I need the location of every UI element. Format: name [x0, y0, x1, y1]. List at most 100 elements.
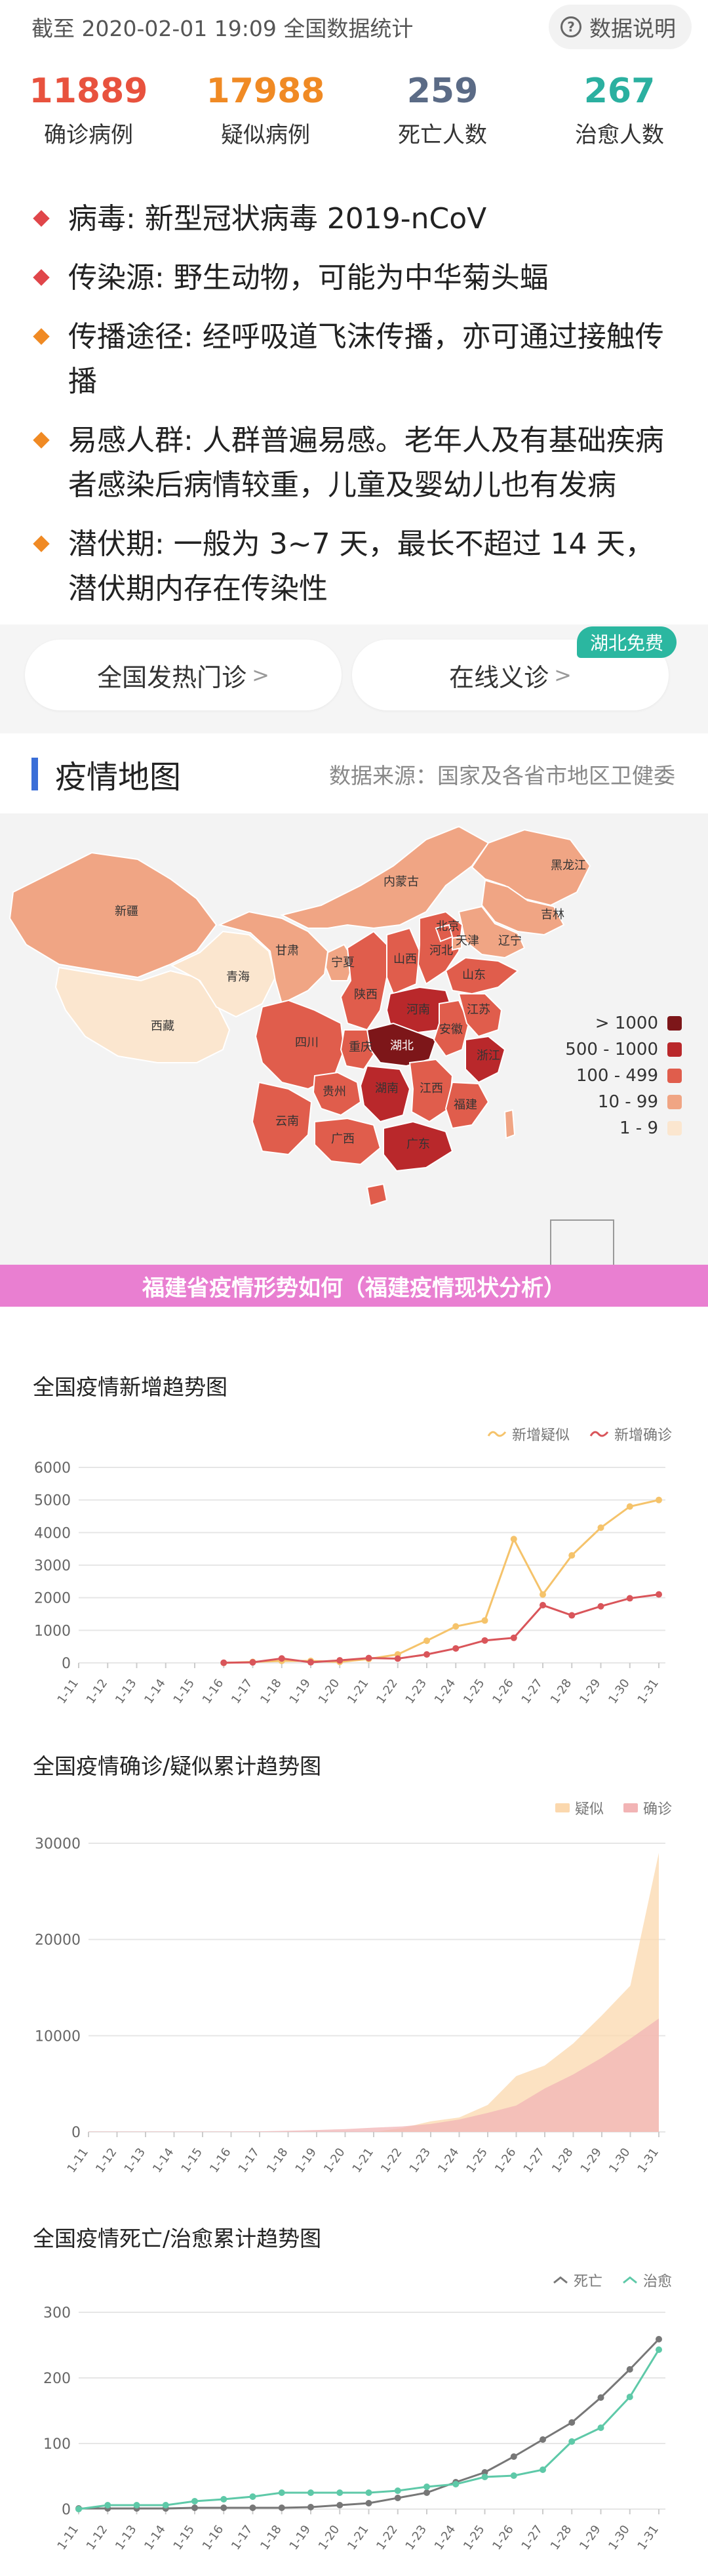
map-header: 疫情地图 数据来源：国家及各省市地区卫健委 [0, 735, 708, 813]
legend-item-level-1: 500 - 1000 [565, 1040, 682, 1059]
x-tick-label: 1-31 [635, 1677, 661, 1707]
province-hainan [366, 1183, 388, 1207]
province-guizhou [312, 1071, 362, 1116]
data-point [307, 2504, 314, 2510]
chart-title: 全国疫情新增趋势图 [33, 1374, 227, 1400]
as-of-timestamp: 截至 2020-02-01 19:09 全国数据统计 [31, 16, 414, 41]
data-point [220, 1659, 227, 1666]
legend-label: 死亡 [573, 2274, 602, 2290]
data-description-label: 数据说明 [589, 16, 676, 41]
label-hunan: 湖南 [375, 1082, 399, 1095]
x-tick-label: 1-18 [264, 2146, 291, 2176]
info-text: 易感人群: 人群普遍易感。老年人及有基础疾病者感染后病情较重，儿童及婴幼儿也有发… [68, 424, 664, 502]
data-point [249, 1659, 256, 1666]
chart-cumulative-deaths-cured: 全国疫情死亡/治愈累计趋势图 死亡 治愈 0 100 200 300 1-11 1-12 1… [0, 2204, 708, 2576]
data-point [626, 1595, 633, 1602]
data-point [540, 1591, 546, 1598]
legend-swatch [667, 1042, 682, 1057]
data-point [568, 2419, 576, 2426]
province-shandong [444, 956, 519, 995]
x-tick-label: 1-17 [229, 1677, 256, 1707]
data-point [423, 1651, 430, 1658]
data-point [481, 1617, 488, 1624]
label-shaanxi: 陕西 [354, 988, 378, 1002]
data-point [191, 2498, 198, 2504]
chart-svg: 0 10000 20000 30000 1-11 1-12 1-13 1-14 1-15 1-16… [35, 1836, 665, 2176]
info-text: 潜伏期: 一般为 3~7 天，最长不超过 14 天，潜伏期内存在传染性 [68, 527, 654, 605]
fever-clinic-button[interactable]: 全国发热门诊 > [25, 640, 342, 710]
x-tick-label: 1-25 [461, 1677, 488, 1707]
x-tick-label: 1-24 [435, 2146, 462, 2176]
data-description-button[interactable]: ? 数据说明 [549, 5, 692, 49]
data-point [540, 1602, 546, 1609]
x-tick-label: 1-11 [54, 2523, 81, 2553]
province-gansu [217, 910, 329, 1005]
info-item-incubation: 潜伏期: 一般为 3~7 天，最长不超过 14 天，潜伏期内存在传染性 [31, 522, 669, 611]
diamond-bullet-icon [33, 432, 50, 449]
y-tick-label: 0 [62, 1656, 71, 1672]
data-point [278, 1655, 285, 1662]
top-bar: 截至 2020-02-01 19:09 全国数据统计 ? 数据说明 [0, 0, 708, 54]
province-tianjin [452, 935, 462, 951]
x-tick-label: 1-12 [84, 2523, 111, 2553]
data-point [423, 2484, 430, 2490]
epidemic-map[interactable]: 新疆 西藏 青海 甘肃 内蒙古 黑龙江 吉林 辽宁 宁夏 陕西 山西 河北 北京… [0, 813, 708, 1273]
diamond-bullet-icon [33, 210, 50, 227]
data-point [656, 1496, 662, 1503]
wave-legend-icon [487, 1431, 507, 1437]
x-tick-label: 1-26 [490, 2523, 517, 2553]
data-point [540, 2466, 546, 2473]
legend-new-suspected: 新增疑似 [487, 1423, 570, 1444]
data-point [307, 1659, 314, 1666]
x-tick-label: 1-14 [142, 1677, 168, 1707]
x-tick-label: 1-20 [321, 2146, 348, 2176]
x-tick-label: 1-12 [93, 2146, 120, 2176]
label-jilin: 吉林 [541, 908, 564, 922]
y-tick-label: 0 [71, 2125, 81, 2141]
legend-item-level-0: > 1000 [595, 1013, 682, 1033]
info-text: 传播途径: 经呼吸道飞沫传播，亦可通过接触传播 [68, 320, 664, 398]
y-tick-label: 0 [62, 2502, 71, 2518]
x-tick-label: 1-18 [258, 2523, 285, 2553]
chart-title: 全国疫情死亡/治愈累计趋势图 [33, 2226, 322, 2251]
data-point [597, 1603, 604, 1610]
legend-label: 确诊 [642, 1801, 672, 1818]
chart-cumulative-confirmed-suspected: 全国疫情确诊/疑似累计趋势图 疑似 确诊 0 10000 20000 30000 1-1… [0, 1732, 708, 2178]
stat-label: 疑似病例 [221, 121, 310, 148]
map-title: 疫情地图 [55, 759, 182, 796]
x-tick-label: 1-29 [577, 2523, 604, 2553]
y-tick-label: 3000 [34, 1558, 71, 1574]
question-circle-icon: ? [560, 16, 581, 37]
x-tick-label: 1-16 [200, 1677, 227, 1707]
y-tick-label: 10000 [35, 2028, 81, 2045]
data-point [540, 2436, 546, 2443]
x-tick-label: 1-13 [113, 1677, 140, 1707]
legend-label: 100 - 499 [576, 1066, 658, 1086]
province-shaanxi [340, 930, 387, 1031]
data-point [278, 2489, 285, 2496]
chart-title: 全国疫情确诊/疑似累计趋势图 [33, 1753, 322, 1779]
province-jilin [481, 879, 565, 936]
x-tick-label: 1-29 [577, 1677, 604, 1707]
data-point [220, 2504, 227, 2511]
data-point [626, 2366, 633, 2373]
x-tick-label: 1-24 [432, 1677, 459, 1707]
label-anhui: 安徽 [439, 1023, 463, 1036]
label-heilongjiang: 黑龙江 [551, 859, 586, 872]
y-tick-label: 100 [43, 2436, 71, 2453]
virus-info-list: 病毒: 新型冠状病毒 2019-nCoV 传染源: 野生动物，可能为中华菊头蝠 … [0, 197, 708, 626]
stat-value: 267 [583, 72, 656, 111]
fever-clinic-label: 全国发热门诊 [97, 663, 247, 692]
legend-suspected: 疑似 [555, 1797, 604, 1818]
article-title-banner: 福建省疫情形势如何（福建疫情现状分析） [0, 1265, 708, 1307]
legend-confirmed: 确诊 [623, 1797, 672, 1818]
label-shanxi: 山西 [393, 952, 417, 966]
x-tick-label: 1-25 [463, 2146, 490, 2176]
x-tick-label: 1-15 [170, 2523, 197, 2553]
data-point [452, 2481, 460, 2487]
x-tick-label: 1-11 [64, 2146, 91, 2176]
province-xizang [54, 966, 231, 1063]
data-point [394, 1655, 401, 1662]
data-point [510, 2472, 517, 2479]
